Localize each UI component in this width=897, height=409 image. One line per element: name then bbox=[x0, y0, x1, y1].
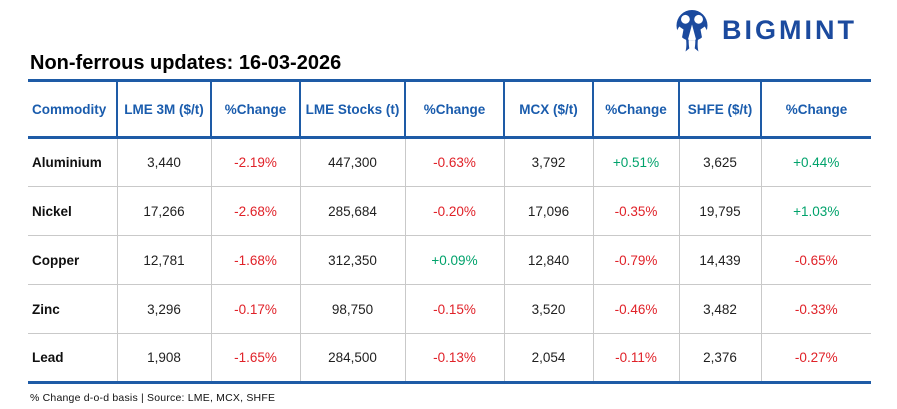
lme-3m-change: -2.19% bbox=[210, 137, 300, 187]
column-header-lme-3m-change: %Change bbox=[210, 79, 300, 139]
lme-stocks-value: 312,350 bbox=[299, 235, 405, 285]
bigmint-logo-text: BIGMINT bbox=[722, 14, 857, 45]
column-header-commodity: Commodity bbox=[28, 79, 117, 139]
shfe-value: 19,795 bbox=[678, 186, 761, 236]
column-header-shfe: SHFE ($/t) bbox=[678, 79, 761, 139]
mcx-value: 17,096 bbox=[503, 186, 593, 236]
table-row-zinc: Zinc 3,296 -0.17% 98,750 -0.15% 3,520 -0… bbox=[28, 284, 871, 334]
shfe-value: 14,439 bbox=[678, 235, 761, 285]
lme-stocks-value: 447,300 bbox=[299, 137, 405, 187]
lme-stocks-value: 285,684 bbox=[299, 186, 405, 236]
shfe-change: -0.65% bbox=[760, 235, 871, 285]
table-row-aluminium: Aluminium 3,440 -2.19% 447,300 -0.63% 3,… bbox=[28, 137, 871, 187]
lme-3m-value: 17,266 bbox=[116, 186, 211, 236]
table-row-lead: Lead 1,908 -1.65% 284,500 -0.13% 2,054 -… bbox=[28, 333, 871, 384]
bigmint-logo-icon bbox=[676, 10, 708, 52]
footer-note: % Change d-o-d basis | Source: LME, MCX,… bbox=[30, 392, 276, 404]
commodity-name-cell: Zinc bbox=[28, 284, 117, 334]
commodity-name-cell: Aluminium bbox=[28, 137, 117, 187]
bigmint-logo: BIGMINT bbox=[672, 7, 857, 53]
lme-stocks-change: -0.13% bbox=[404, 333, 504, 384]
shfe-value: 3,482 bbox=[678, 284, 761, 334]
lme-stocks-change: +0.09% bbox=[404, 235, 504, 285]
table-row-nickel: Nickel 17,266 -2.68% 285,684 -0.20% 17,0… bbox=[28, 186, 871, 236]
lme-3m-change: -2.68% bbox=[210, 186, 300, 236]
mcx-value: 12,840 bbox=[503, 235, 593, 285]
column-header-shfe-change: %Change bbox=[760, 79, 871, 139]
lme-3m-value: 12,781 bbox=[116, 235, 211, 285]
lme-3m-value: 3,440 bbox=[116, 137, 211, 187]
shfe-change: +1.03% bbox=[760, 186, 871, 236]
commodity-name-cell: Nickel bbox=[28, 186, 117, 236]
lme-stocks-change: -0.63% bbox=[404, 137, 504, 187]
lme-3m-change: -1.68% bbox=[210, 235, 300, 285]
lme-stocks-value: 98,750 bbox=[299, 284, 405, 334]
column-header-lme-3m: LME 3M ($/t) bbox=[116, 79, 211, 139]
lme-stocks-change: -0.20% bbox=[404, 186, 504, 236]
lme-stocks-change: -0.15% bbox=[404, 284, 504, 334]
mcx-value: 2,054 bbox=[503, 333, 593, 384]
lme-3m-value: 1,908 bbox=[116, 333, 211, 384]
shfe-value: 2,376 bbox=[678, 333, 761, 384]
commodity-name-cell: Lead bbox=[28, 333, 117, 384]
shfe-value: 3,625 bbox=[678, 137, 761, 187]
mcx-change: -0.35% bbox=[592, 186, 679, 236]
header-row: Commodity LME 3M ($/t) %Change LME Stock… bbox=[28, 79, 871, 139]
lme-3m-change: -1.65% bbox=[210, 333, 300, 384]
commodity-table: Commodity LME 3M ($/t) %Change LME Stock… bbox=[28, 79, 871, 384]
lme-3m-change: -0.17% bbox=[210, 284, 300, 334]
mcx-value: 3,792 bbox=[503, 137, 593, 187]
column-header-lme-stocks: LME Stocks (t) bbox=[299, 79, 405, 139]
mcx-change: -0.46% bbox=[592, 284, 679, 334]
mcx-change: -0.11% bbox=[592, 333, 679, 384]
mcx-value: 3,520 bbox=[503, 284, 593, 334]
column-header-lme-stocks-change: %Change bbox=[404, 79, 504, 139]
lme-3m-value: 3,296 bbox=[116, 284, 211, 334]
column-header-mcx: MCX ($/t) bbox=[503, 79, 593, 139]
column-header-mcx-change: %Change bbox=[592, 79, 679, 139]
mcx-change: -0.79% bbox=[592, 235, 679, 285]
lme-stocks-value: 284,500 bbox=[299, 333, 405, 384]
shfe-change: -0.27% bbox=[760, 333, 871, 384]
table-row-copper: Copper 12,781 -1.68% 312,350 +0.09% 12,8… bbox=[28, 235, 871, 285]
commodity-name-cell: Copper bbox=[28, 235, 117, 285]
mcx-change: +0.51% bbox=[592, 137, 679, 187]
shfe-change: +0.44% bbox=[760, 137, 871, 187]
shfe-change: -0.33% bbox=[760, 284, 871, 334]
page-title: Non-ferrous updates: 16-03-2026 bbox=[30, 52, 342, 74]
